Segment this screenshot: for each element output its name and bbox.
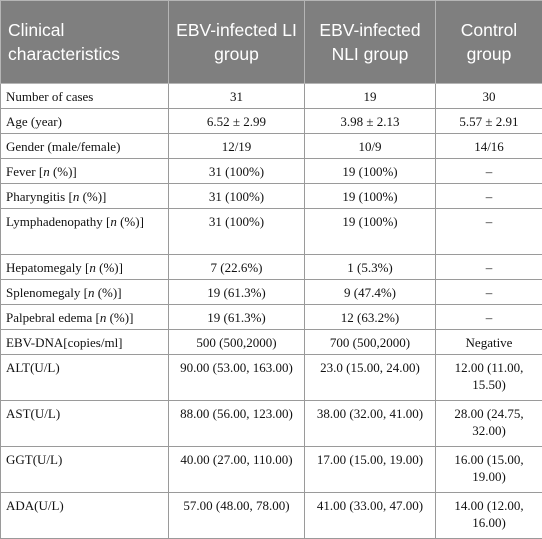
table-row: Gender (male/female) 12/19 10/9 14/16 [0, 133, 542, 159]
row-label: ALT(U/L) [0, 354, 169, 401]
row-label: AST(U/L) [0, 400, 169, 447]
cell-nli-group: 41.00 (33.00, 47.00) [304, 492, 436, 539]
row-label: Hepatomegaly [n (%)] [0, 254, 169, 280]
cell-li-group: 19 (61.3%) [168, 279, 305, 305]
header-control-group: Control group [435, 0, 542, 84]
cell-li-group: 40.00 (27.00, 110.00) [168, 446, 305, 493]
row-label: EBV-DNA[copies/ml] [0, 329, 169, 355]
cell-control-group: – [435, 254, 542, 280]
table-row: ADA(U/L) 57.00 (48.00, 78.00) 41.00 (33.00… [0, 492, 542, 539]
cell-control-group: 12.00 (11.00, 15.50) [435, 354, 542, 401]
row-label: GGT(U/L) [0, 446, 169, 493]
row-label: Age (year) [0, 108, 169, 134]
cell-li-group: 57.00 (48.00, 78.00) [168, 492, 305, 539]
table-row: EBV-DNA[copies/ml] 500 (500,2000) 700 (500… [0, 329, 542, 355]
cell-nli-group: 19 (100%) [304, 208, 436, 255]
cell-nli-group: 19 (100%) [304, 183, 436, 209]
cell-control-group: 14.00 (12.00, 16.00) [435, 492, 542, 539]
row-label: Palpebral edema [n (%)] [0, 304, 169, 330]
table-row: Number of cases 31 19 30 [0, 83, 542, 109]
header-row: Clinical characteristics EBV-infected LI… [0, 0, 542, 84]
cell-li-group: 31 [168, 83, 305, 109]
cell-nli-group: 3.98 ± 2.13 [304, 108, 436, 134]
row-label: Lymphadenopathy [n (%)] [0, 208, 169, 255]
row-label: Gender (male/female) [0, 133, 169, 159]
cell-li-group: 90.00 (53.00, 163.00) [168, 354, 305, 401]
cell-control-group: – [435, 183, 542, 209]
cell-control-group: 30 [435, 83, 542, 109]
cell-li-group: 12/19 [168, 133, 305, 159]
table-row: Age (year) 6.52 ± 2.99 3.98 ± 2.13 5.57 ± 2… [0, 108, 542, 134]
table-row: GGT(U/L) 40.00 (27.00, 110.00) 17.00 (15.0… [0, 446, 542, 493]
header-li-group: EBV-infected LI group [168, 0, 305, 84]
cell-control-group: – [435, 279, 542, 305]
cell-li-group: 6.52 ± 2.99 [168, 108, 305, 134]
cell-control-group: 5.57 ± 2.91 [435, 108, 542, 134]
cell-li-group: 31 (100%) [168, 183, 305, 209]
cell-nli-group: 23.0 (15.00, 24.00) [304, 354, 436, 401]
cell-nli-group: 12 (63.2%) [304, 304, 436, 330]
table-row: Lymphadenopathy [n (%)] 31 (100%) 19 (100%… [0, 208, 542, 255]
cell-control-group: Negative [435, 329, 542, 355]
row-label: ADA(U/L) [0, 492, 169, 539]
cell-nli-group: 10/9 [304, 133, 436, 159]
cell-li-group: 31 (100%) [168, 158, 305, 184]
cell-li-group: 31 (100%) [168, 208, 305, 255]
cell-control-group: 28.00 (24.75, 32.00) [435, 400, 542, 447]
cell-control-group: 16.00 (15.00, 19.00) [435, 446, 542, 493]
cell-li-group: 19 (61.3%) [168, 304, 305, 330]
cell-control-group: – [435, 208, 542, 255]
table-row: AST(U/L) 88.00 (56.00, 123.00) 38.00 (32.0… [0, 400, 542, 447]
cell-control-group: – [435, 304, 542, 330]
cell-li-group: 88.00 (56.00, 123.00) [168, 400, 305, 447]
table-row: Fever [n (%)] 31 (100%) 19 (100%) – [0, 158, 542, 184]
cell-control-group: 14/16 [435, 133, 542, 159]
cell-nli-group: 17.00 (15.00, 19.00) [304, 446, 436, 493]
cell-nli-group: 19 [304, 83, 436, 109]
cell-nli-group: 19 (100%) [304, 158, 436, 184]
cell-nli-group: 9 (47.4%) [304, 279, 436, 305]
cell-nli-group: 38.00 (32.00, 41.00) [304, 400, 436, 447]
row-label: Splenomegaly [n (%)] [0, 279, 169, 305]
table-row: Splenomegaly [n (%)] 19 (61.3%) 9 (47.4%) – [0, 279, 542, 305]
table-row: Pharyngitis [n (%)] 31 (100%) 19 (100%) – [0, 183, 542, 209]
cell-control-group: – [435, 158, 542, 184]
row-label: Fever [n (%)] [0, 158, 169, 184]
table-row: Palpebral edema [n (%)] 19 (61.3%) 12 (63.… [0, 304, 542, 330]
header-clinical-characteristics: Clinical characteristics [0, 0, 169, 84]
cell-nli-group: 700 (500,2000) [304, 329, 436, 355]
cell-li-group: 500 (500,2000) [168, 329, 305, 355]
header-nli-group: EBV-infected NLI group [304, 0, 436, 84]
cell-nli-group: 1 (5.3%) [304, 254, 436, 280]
cell-li-group: 7 (22.6%) [168, 254, 305, 280]
table-row: Hepatomegaly [n (%)] 7 (22.6%) 1 (5.3%) – [0, 254, 542, 280]
table-row: ALT(U/L) 90.00 (53.00, 163.00) 23.0 (15.00… [0, 354, 542, 401]
row-label: Pharyngitis [n (%)] [0, 183, 169, 209]
row-label: Number of cases [0, 83, 169, 109]
